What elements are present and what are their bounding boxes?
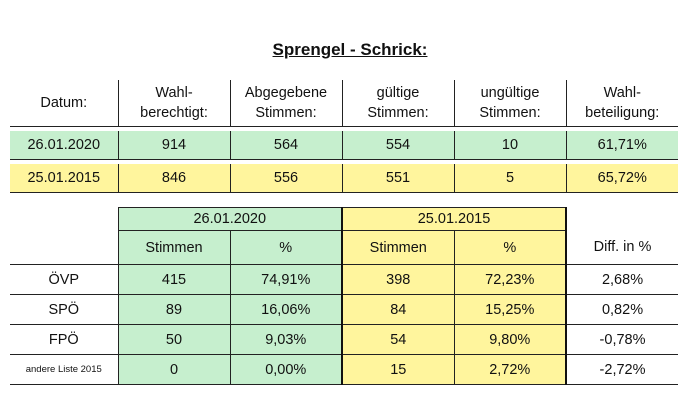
cell-wahlberechtigt: 914	[117, 131, 230, 160]
percent-2015: 15,25%	[453, 294, 567, 325]
summary-header-row: Datum: Wahl-berechtigt: Abgegebene Stimme…	[10, 80, 678, 127]
percent-2015: 72,23%	[453, 264, 567, 295]
votes-2020: 89	[117, 294, 230, 325]
party-name: FPÖ	[10, 324, 118, 355]
summary-table: Datum: Wahl-berechtigt: Abgegebene Stimme…	[10, 80, 678, 193]
cell-wahlberechtigt: 846	[117, 164, 230, 193]
diff-percent: -0,78%	[565, 324, 679, 355]
subheader-percent-2015: %	[453, 230, 567, 265]
page-title: Sprengel - Schrick:	[272, 40, 428, 59]
summary-row-2015: 25.01.2015 846 556 551 5 65,72%	[10, 164, 678, 193]
results-subheader-row: Stimmen % Stimmen % Diff. in %	[10, 230, 679, 265]
subheader-diff: Diff. in %	[565, 230, 679, 265]
header-ungueltige-stimmen: ungültige Stimmen:	[453, 80, 566, 127]
party-row-spoe: SPÖ 89 16,06% 84 15,25% 0,82%	[10, 294, 679, 325]
header-wahlberechtigt: Wahl-berechtigt:	[117, 80, 230, 127]
votes-2015: 398	[341, 264, 455, 295]
votes-2015: 54	[341, 324, 455, 355]
subheader-stimmen-2020: Stimmen	[117, 230, 230, 265]
subheader-percent-2020: %	[229, 230, 343, 265]
subheader-stimmen-2015: Stimmen	[341, 230, 455, 265]
party-row-fpoe: FPÖ 50 9,03% 54 9,80% -0,78%	[10, 324, 679, 355]
results-period-row: 26.01.2020 25.01.2015	[10, 207, 679, 231]
cell-abgegeben: 564	[229, 131, 342, 160]
votes-2020: 415	[117, 264, 230, 295]
votes-2015: 84	[341, 294, 455, 325]
cell-date: 26.01.2020	[10, 131, 118, 160]
cell-beteiligung: 65,72%	[565, 164, 678, 193]
summary-row-2020: 26.01.2020 914 564 554 10 61,71%	[10, 131, 678, 160]
percent-2015: 9,80%	[453, 324, 567, 355]
party-row-andere-liste: andere Liste 2015 0 0,00% 15 2,72% -2,72…	[10, 354, 679, 385]
cell-ungueltig: 5	[453, 164, 566, 193]
percent-2020: 0,00%	[229, 354, 343, 385]
period-2020-header: 26.01.2020	[117, 207, 343, 231]
header-gueltige-stimmen: gültige Stimmen:	[341, 80, 454, 127]
percent-2020: 16,06%	[229, 294, 343, 325]
votes-2020: 0	[117, 354, 230, 385]
cell-beteiligung: 61,71%	[565, 131, 678, 160]
cell-gueltig: 554	[341, 131, 454, 160]
results-table: 26.01.2020 25.01.2015 Stimmen % Stimmen …	[10, 207, 679, 385]
votes-2015: 15	[341, 354, 455, 385]
party-name: SPÖ	[10, 294, 118, 325]
percent-2015: 2,72%	[453, 354, 567, 385]
cell-gueltig: 551	[341, 164, 454, 193]
header-wahlbeteiligung: Wahl-beteiligung:	[565, 80, 678, 127]
diff-percent: 0,82%	[565, 294, 679, 325]
header-abgegebene-stimmen: Abgegebene Stimmen:	[229, 80, 342, 127]
diff-percent: 2,68%	[565, 264, 679, 295]
votes-2020: 50	[117, 324, 230, 355]
period-2015-header: 25.01.2015	[341, 207, 567, 231]
percent-2020: 9,03%	[229, 324, 343, 355]
party-name: ÖVP	[10, 264, 118, 295]
cell-ungueltig: 10	[453, 131, 566, 160]
percent-2020: 74,91%	[229, 264, 343, 295]
cell-date: 25.01.2015	[10, 164, 118, 193]
header-datum: Datum:	[10, 80, 118, 127]
cell-abgegeben: 556	[229, 164, 342, 193]
party-name: andere Liste 2015	[10, 354, 118, 385]
party-row-oevp: ÖVP 415 74,91% 398 72,23% 2,68%	[10, 264, 679, 295]
diff-percent: -2,72%	[565, 354, 679, 385]
